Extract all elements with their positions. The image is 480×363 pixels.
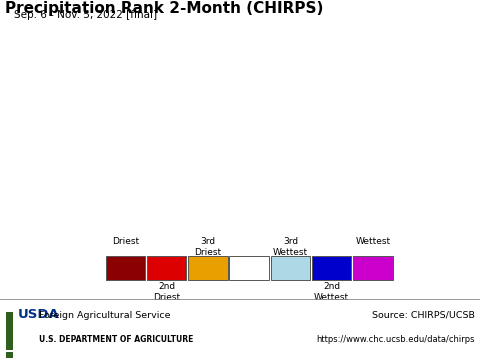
Bar xyxy=(353,256,393,280)
Text: USDA: USDA xyxy=(17,308,59,321)
Text: 3rd
Driest: 3rd Driest xyxy=(194,237,221,257)
Text: Precipitation Rank 2-Month (CHIRPS): Precipitation Rank 2-Month (CHIRPS) xyxy=(5,1,323,16)
Bar xyxy=(312,256,351,280)
Text: 2nd
Wettest: 2nd Wettest xyxy=(314,282,349,302)
Text: Sep. 6 - Nov. 5, 2022 [final]: Sep. 6 - Nov. 5, 2022 [final] xyxy=(14,10,157,20)
Text: 2nd
Driest: 2nd Driest xyxy=(153,282,180,302)
Text: Foreign Agricultural Service: Foreign Agricultural Service xyxy=(39,311,171,320)
Text: Driest: Driest xyxy=(112,237,139,246)
Bar xyxy=(6,351,13,358)
Bar xyxy=(229,256,269,280)
Text: https://www.chc.ucsb.edu/data/chirps: https://www.chc.ucsb.edu/data/chirps xyxy=(317,335,475,344)
Bar xyxy=(188,256,228,280)
Bar xyxy=(106,256,145,280)
Text: Wettest: Wettest xyxy=(355,237,391,246)
Text: 3rd
Wettest: 3rd Wettest xyxy=(273,237,308,257)
Bar xyxy=(271,256,310,280)
Bar xyxy=(6,312,13,350)
Text: Source: CHIRPS/UCSB: Source: CHIRPS/UCSB xyxy=(372,311,475,320)
Text: U.S. DEPARTMENT OF AGRICULTURE: U.S. DEPARTMENT OF AGRICULTURE xyxy=(39,335,194,344)
Bar xyxy=(147,256,186,280)
